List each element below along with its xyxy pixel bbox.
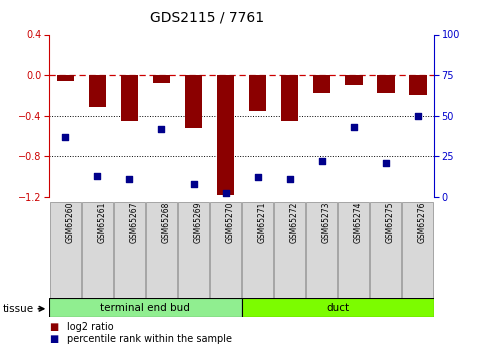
Text: GSM65275: GSM65275 xyxy=(386,202,395,243)
Bar xyxy=(377,75,394,93)
Text: log2 ratio: log2 ratio xyxy=(67,322,113,332)
Point xyxy=(189,181,197,186)
Bar xyxy=(57,75,74,81)
Bar xyxy=(338,202,369,300)
Bar xyxy=(82,202,113,300)
Point xyxy=(317,158,325,164)
Text: GSM65270: GSM65270 xyxy=(225,202,235,243)
Point xyxy=(286,176,294,181)
Bar xyxy=(146,202,177,300)
Bar xyxy=(185,75,202,128)
Text: ■: ■ xyxy=(49,334,59,344)
Point xyxy=(253,175,261,180)
Text: GSM65261: GSM65261 xyxy=(98,202,106,243)
Text: GSM65269: GSM65269 xyxy=(193,202,203,243)
Point xyxy=(94,173,102,178)
Bar xyxy=(114,202,145,300)
Point xyxy=(125,176,133,181)
Bar xyxy=(402,202,433,300)
Bar xyxy=(121,75,138,121)
Text: GSM65272: GSM65272 xyxy=(290,202,299,243)
Bar xyxy=(313,75,330,93)
Bar xyxy=(210,202,241,300)
Bar xyxy=(242,202,273,300)
Point xyxy=(61,134,69,139)
Bar xyxy=(370,202,401,300)
Bar xyxy=(50,202,81,300)
Bar xyxy=(409,75,426,95)
Text: GSM65273: GSM65273 xyxy=(321,202,331,243)
Point xyxy=(382,160,389,165)
Text: GSM65276: GSM65276 xyxy=(418,202,427,243)
Bar xyxy=(178,202,209,300)
Bar xyxy=(89,75,106,108)
Bar xyxy=(345,75,362,85)
Point xyxy=(157,126,165,131)
Bar xyxy=(49,298,242,317)
Bar xyxy=(242,298,434,317)
Bar xyxy=(217,75,234,195)
Bar xyxy=(153,75,170,83)
Bar xyxy=(306,202,337,300)
Text: GDS2115 / 7761: GDS2115 / 7761 xyxy=(150,10,264,24)
Text: GSM65274: GSM65274 xyxy=(353,202,363,243)
Point xyxy=(414,113,422,118)
Text: percentile rank within the sample: percentile rank within the sample xyxy=(67,334,232,344)
Text: GSM65260: GSM65260 xyxy=(65,202,74,243)
Text: GSM65271: GSM65271 xyxy=(257,202,267,243)
Text: ■: ■ xyxy=(49,322,59,332)
Point xyxy=(221,191,229,196)
Text: GSM65268: GSM65268 xyxy=(161,202,171,243)
Bar xyxy=(249,75,266,110)
Bar xyxy=(281,75,298,121)
Bar xyxy=(274,202,305,300)
Text: tissue: tissue xyxy=(2,304,34,314)
Text: terminal end bud: terminal end bud xyxy=(101,303,190,313)
Text: duct: duct xyxy=(326,303,349,313)
Point xyxy=(350,124,357,130)
Text: GSM65267: GSM65267 xyxy=(129,202,139,243)
